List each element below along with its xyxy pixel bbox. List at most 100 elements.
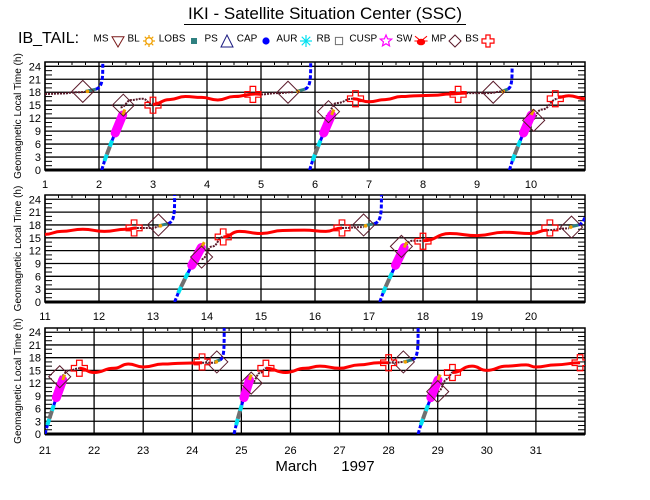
- auroral-segment: [381, 285, 388, 294]
- boundary-layer-segment: [61, 374, 67, 381]
- sun-icon: [142, 35, 155, 47]
- cusp-segment: [110, 110, 128, 138]
- legend-symbol: [262, 37, 270, 45]
- cross-icon: [481, 34, 495, 48]
- bow-shock-marker: [443, 363, 462, 382]
- y-tick-label: 15: [29, 100, 41, 112]
- x-tick-label: 25: [235, 445, 247, 457]
- magnetosheath-track: [201, 235, 224, 261]
- legend-label: BL: [127, 33, 140, 45]
- bow-shock-marker: [571, 354, 585, 372]
- square-open-icon: [335, 36, 344, 46]
- auroral-segment: [418, 418, 425, 426]
- radiation-belt-segment: [235, 410, 242, 420]
- x-tick-label: 3: [150, 179, 156, 191]
- cusp-segment: [51, 375, 68, 403]
- chart-title: IKI - Satellite Situation Center (SSC): [0, 4, 650, 25]
- magnetopause-marker: [521, 108, 546, 133]
- magnetopause-marker: [389, 234, 414, 259]
- legend-symbol: [300, 35, 313, 47]
- boundary-layer-point: [214, 360, 219, 364]
- solar-wind-track: [352, 91, 467, 104]
- y-tick-label: 12: [29, 378, 41, 390]
- x-tick-label: 12: [93, 311, 105, 323]
- x-tick-label: 29: [432, 445, 444, 457]
- y-tick-label: 6: [35, 404, 41, 416]
- legend-symbol: [448, 34, 462, 48]
- bow-shock-marker: [380, 354, 398, 372]
- radiation-belt-segment: [383, 277, 392, 288]
- legend-label: BS: [465, 33, 479, 45]
- magnetosheath-track: [388, 360, 409, 364]
- magnetosheath-track: [250, 367, 267, 385]
- satellite-label: IB_TAIL:: [18, 30, 80, 47]
- y-tick-label: 15: [29, 233, 41, 245]
- auroral-segment: [510, 153, 517, 162]
- boundary-layer-point: [158, 224, 163, 228]
- y-tick-label: 3: [35, 284, 41, 296]
- bow-shock-marker: [70, 359, 88, 377]
- polar-cap-segment: [507, 160, 514, 170]
- legend-symbol: [110, 36, 125, 48]
- circle-filled-icon: [262, 37, 270, 45]
- polar-cap-segment: [167, 195, 177, 226]
- y-axis-label: Geomagnetic Local Time (h): [13, 53, 24, 179]
- legend-symbol: [142, 35, 155, 47]
- y-tick-label: 9: [35, 391, 41, 403]
- magnetosheath-track: [341, 226, 364, 229]
- polar-cap-segment: [95, 62, 105, 91]
- x-tick-label: 4: [204, 179, 210, 191]
- legend-label: MP: [431, 33, 447, 45]
- magnetopause-marker: [316, 99, 341, 124]
- legend-item-ps: PS: [204, 30, 235, 48]
- data-layer: [45, 195, 585, 302]
- magnetosheath-track: [120, 97, 154, 109]
- legend-label: LOBS: [158, 33, 186, 45]
- y-tick-label: 6: [35, 139, 41, 151]
- legend: IB_TAIL: MS BL LOBS PS CAP AUR RB CUSP SW MP BS: [18, 30, 498, 50]
- magnetopause-marker: [559, 215, 584, 239]
- radiation-belt-segment: [179, 277, 187, 288]
- legend-symbol: [191, 38, 198, 44]
- polar-cap-segment: [304, 62, 313, 91]
- radiation-belt-segment: [47, 410, 54, 420]
- auroral-segment: [310, 153, 317, 162]
- polar-cap-segment: [100, 160, 106, 170]
- polar-cap-segment: [219, 328, 226, 362]
- legend-item-rb: RB: [316, 30, 348, 48]
- boundary-layer-point: [569, 225, 573, 229]
- legend-label: CUSP: [349, 33, 378, 45]
- triangle-down-icon: [110, 36, 125, 48]
- y-tick-label: 18: [29, 353, 41, 365]
- auroral-segment: [49, 404, 56, 412]
- x-tick-label: 10: [525, 179, 537, 191]
- boundary-layer-point: [403, 360, 408, 364]
- boundary-layer-segment: [330, 108, 336, 116]
- x-tick-label: 18: [417, 311, 429, 323]
- legend-symbol: [219, 33, 234, 48]
- boundary-layer-segment: [248, 374, 253, 381]
- bow-shock-marker: [333, 219, 351, 237]
- square-filled-icon: [191, 38, 198, 44]
- x-tick-label: 31: [530, 445, 542, 457]
- data-layer: [45, 62, 585, 170]
- bow-shock-marker: [449, 85, 467, 104]
- magnetopause-marker: [239, 371, 263, 395]
- x-tick-label: 16: [309, 311, 321, 323]
- auroral-segment: [102, 153, 109, 162]
- cusp-segment: [187, 243, 206, 270]
- boundary-layer-segment: [402, 241, 409, 249]
- legend-item-bl: BL: [128, 30, 158, 48]
- y-tick-label: 21: [29, 207, 41, 219]
- bow-shock-marker: [144, 96, 162, 114]
- legend-label: SW: [396, 33, 413, 45]
- y-tick-label: 24: [29, 194, 41, 206]
- y-tick-label: 9: [35, 258, 41, 270]
- boundary-layer-point: [85, 89, 90, 94]
- radiation-belt-segment: [104, 145, 112, 156]
- spider-icon: [414, 35, 428, 46]
- auroral-segment: [107, 139, 114, 148]
- magnetopause-marker: [481, 80, 505, 104]
